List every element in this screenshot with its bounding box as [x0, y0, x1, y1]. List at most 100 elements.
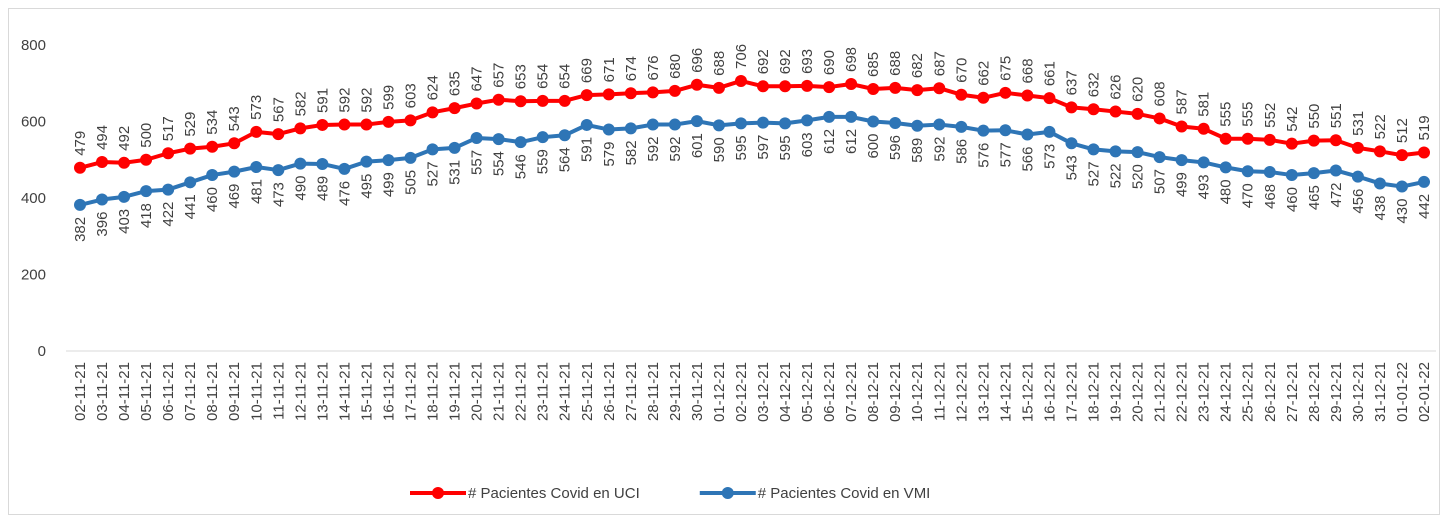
data-label: 382 — [72, 217, 89, 242]
marker — [845, 78, 858, 91]
data-label: 470 — [1240, 183, 1257, 208]
marker — [382, 154, 395, 167]
marker — [1219, 132, 1232, 145]
marker — [779, 80, 792, 93]
data-label: 456 — [1350, 189, 1367, 214]
marker — [140, 153, 153, 166]
marker — [1329, 164, 1342, 177]
x-tick-label: 28-12-21 — [1306, 362, 1323, 422]
x-tick-label: 16-11-21 — [380, 362, 397, 421]
data-label: 592 — [931, 137, 948, 162]
marker — [734, 74, 747, 87]
x-tick-label: 12-12-21 — [953, 362, 970, 422]
data-label: 442 — [1416, 194, 1433, 219]
data-label: 490 — [292, 176, 309, 201]
marker — [360, 155, 373, 168]
data-label: 468 — [1262, 184, 1279, 209]
marker — [294, 157, 307, 170]
x-tick-label: 02-11-21 — [72, 362, 89, 421]
marker — [1418, 146, 1430, 159]
y-tick-label: 800 — [21, 37, 46, 54]
x-tick-label: 26-12-21 — [1262, 362, 1279, 422]
marker — [1395, 180, 1408, 193]
x-tick-label: 24-12-21 — [1218, 362, 1235, 422]
x-tick-label: 14-12-21 — [997, 362, 1014, 422]
x-tick-label: 15-12-21 — [1019, 362, 1036, 422]
x-tick-label: 08-11-21 — [204, 362, 221, 421]
x-tick-label: 10-11-21 — [248, 362, 265, 421]
x-tick-label: 06-12-21 — [821, 362, 838, 422]
data-label: 476 — [336, 181, 353, 206]
x-tick-label: 22-12-21 — [1174, 362, 1191, 422]
marker — [250, 161, 263, 174]
marker — [889, 81, 902, 94]
x-tick-label: 18-12-21 — [1086, 362, 1103, 422]
marker — [316, 118, 329, 131]
x-tick-label: 23-12-21 — [1196, 362, 1213, 422]
marker — [360, 118, 373, 131]
marker — [757, 116, 770, 129]
x-tick-label: 25-11-21 — [579, 362, 596, 421]
marker — [470, 131, 483, 144]
data-label: 592 — [336, 88, 353, 113]
x-tick-label: 30-11-21 — [689, 362, 706, 421]
data-label: 517 — [160, 116, 177, 141]
data-label: 469 — [226, 184, 243, 209]
legend-marker — [432, 487, 444, 499]
data-label: 591 — [579, 137, 596, 162]
marker — [162, 183, 175, 196]
marker — [1285, 169, 1298, 182]
data-label: 674 — [623, 56, 640, 81]
marker — [448, 141, 461, 154]
marker — [1307, 134, 1320, 147]
marker — [74, 161, 86, 174]
marker — [823, 110, 836, 123]
data-label: 599 — [380, 85, 397, 110]
data-label: 460 — [1284, 187, 1301, 212]
data-label: 587 — [1174, 89, 1191, 114]
marker — [118, 190, 131, 203]
x-tick-label: 14-11-21 — [336, 362, 353, 421]
marker — [668, 84, 681, 97]
x-tick-label: 02-01-22 — [1416, 362, 1433, 422]
data-label: 489 — [314, 176, 331, 201]
data-label: 603 — [799, 132, 816, 157]
data-label: 559 — [535, 149, 552, 174]
x-tick-label: 19-11-21 — [447, 362, 464, 421]
marker — [96, 193, 109, 206]
marker — [580, 118, 593, 131]
data-label: 430 — [1394, 199, 1411, 224]
marker — [999, 86, 1012, 99]
marker — [272, 128, 285, 141]
data-label: 603 — [402, 83, 419, 108]
marker — [1329, 134, 1342, 147]
data-label: 670 — [953, 58, 970, 83]
data-label: 624 — [425, 75, 442, 100]
x-tick-label: 11-12-21 — [931, 362, 948, 421]
marker — [514, 95, 527, 108]
marker — [1175, 120, 1188, 133]
marker — [1109, 105, 1122, 118]
data-label: 680 — [667, 54, 684, 79]
marker — [1241, 132, 1254, 145]
data-label: 552 — [1262, 103, 1279, 128]
x-tick-label: 08-12-21 — [865, 362, 882, 422]
x-tick-label: 03-12-21 — [755, 362, 772, 422]
data-label: 635 — [447, 71, 464, 96]
marker — [558, 94, 571, 107]
x-tick-label: 19-12-21 — [1108, 362, 1125, 422]
data-label: 577 — [997, 142, 1014, 167]
marker — [1219, 161, 1232, 174]
data-label: 612 — [821, 129, 838, 154]
marker — [536, 131, 549, 144]
marker — [1373, 177, 1386, 190]
x-tick-label: 20-11-21 — [469, 362, 486, 421]
data-label: 472 — [1328, 182, 1345, 207]
data-label: 675 — [997, 56, 1014, 81]
data-label: 522 — [1372, 114, 1389, 139]
marker — [955, 88, 968, 101]
x-tick-label: 03-11-21 — [94, 362, 111, 421]
data-label: 637 — [1063, 70, 1080, 95]
marker — [999, 124, 1012, 137]
marker — [933, 118, 946, 131]
